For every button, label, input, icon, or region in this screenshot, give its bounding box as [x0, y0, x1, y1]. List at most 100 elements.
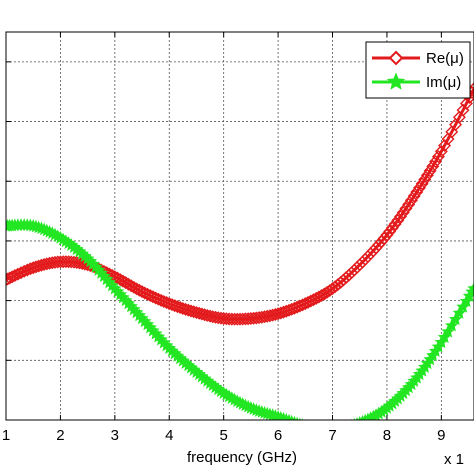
data-point [304, 294, 318, 308]
data-point [429, 155, 443, 169]
data-point [292, 415, 297, 420]
data-point [383, 224, 397, 238]
data-point [62, 255, 76, 269]
data-point [217, 312, 231, 326]
data-point [431, 150, 445, 164]
x-tick-label: 2 [56, 427, 64, 444]
data-point [394, 209, 408, 223]
data-point [353, 417, 356, 420]
data-point [307, 419, 309, 420]
data-point [388, 217, 402, 231]
data-point [426, 159, 440, 173]
data-point [11, 267, 25, 281]
series-group [6, 82, 474, 434]
legend-box [365, 41, 471, 99]
legend-label: Re(μ) [426, 50, 464, 67]
x-axis-title: frequency (GHz) [187, 449, 297, 466]
data-point [315, 289, 329, 303]
data-point [6, 270, 19, 284]
data-point [8, 269, 22, 283]
legend-entries: Re(μ) Im(μ) [372, 50, 464, 91]
data-point [310, 422, 321, 433]
data-point [64, 255, 78, 269]
data-point [214, 311, 228, 325]
series-re-mu [6, 82, 474, 326]
data-point [59, 255, 73, 269]
data-point [116, 274, 130, 288]
data-point [301, 295, 315, 309]
data-point [306, 293, 320, 307]
data-point [313, 422, 324, 433]
data-point [312, 290, 326, 304]
legend-label: Im(μ) [426, 74, 461, 91]
x-tick-label: 1 [2, 427, 10, 444]
legend-swatch-marker [386, 72, 406, 90]
data-point [219, 312, 233, 326]
plot-frame [5, 31, 474, 421]
data-point [305, 421, 316, 432]
data-point [301, 418, 304, 420]
x-axis-multiplier-label: x 1 [444, 451, 464, 468]
data-point [418, 173, 432, 187]
data-point [308, 422, 319, 433]
data-point [328, 280, 342, 294]
x-tick-label: 6 [274, 427, 282, 444]
x-tick-label: 7 [328, 427, 336, 444]
data-point [355, 416, 359, 420]
data-point [316, 423, 327, 434]
data-point [113, 273, 127, 287]
data-point [467, 281, 474, 295]
data-point [298, 297, 312, 311]
legend-swatch-marker [388, 50, 404, 66]
data-point [348, 419, 350, 420]
data-point [407, 189, 421, 203]
data-point [127, 280, 141, 294]
data-point [402, 197, 416, 211]
x-tick-label: 8 [383, 427, 391, 444]
data-point [410, 185, 424, 199]
x-tick-label: 9 [437, 427, 445, 444]
data-point [399, 202, 413, 216]
legend: Re(μ) Im(μ) [365, 41, 471, 99]
data-point [222, 312, 236, 326]
data-point [413, 181, 426, 195]
data-point [340, 421, 351, 432]
data-point [304, 418, 306, 420]
data-point [124, 279, 138, 293]
data-point [385, 221, 399, 235]
data-point [423, 164, 437, 178]
legend-entry: Re(μ) [372, 50, 464, 67]
data-point [295, 416, 299, 420]
data-point [211, 311, 225, 325]
data-point [119, 276, 133, 290]
data-point [445, 318, 459, 332]
data-point [351, 418, 353, 420]
x-tick-labels: 1 2 3 4 5 6 7 8 9 [2, 427, 446, 444]
data-point [14, 266, 28, 280]
data-point [326, 282, 340, 296]
data-point [317, 287, 331, 301]
legend-entry: Im(μ) [372, 72, 461, 91]
data-point [67, 255, 81, 269]
data-point [374, 235, 388, 249]
data-point [404, 193, 418, 207]
data-point [391, 213, 405, 227]
data-point [377, 231, 391, 245]
data-point [17, 264, 31, 278]
series-im-mu [6, 218, 474, 434]
data-point [380, 228, 394, 242]
data-point [434, 144, 448, 158]
data-point [331, 278, 345, 292]
data-point [121, 277, 135, 291]
data-point [448, 312, 463, 326]
data-point [415, 177, 429, 191]
data-point [396, 206, 410, 220]
x-tick-label: 3 [111, 427, 119, 444]
data-point [441, 324, 455, 338]
data-point [420, 168, 434, 182]
x-tick-label: 4 [165, 427, 173, 444]
x-tick-label: 5 [220, 427, 228, 444]
data-point [56, 255, 70, 269]
